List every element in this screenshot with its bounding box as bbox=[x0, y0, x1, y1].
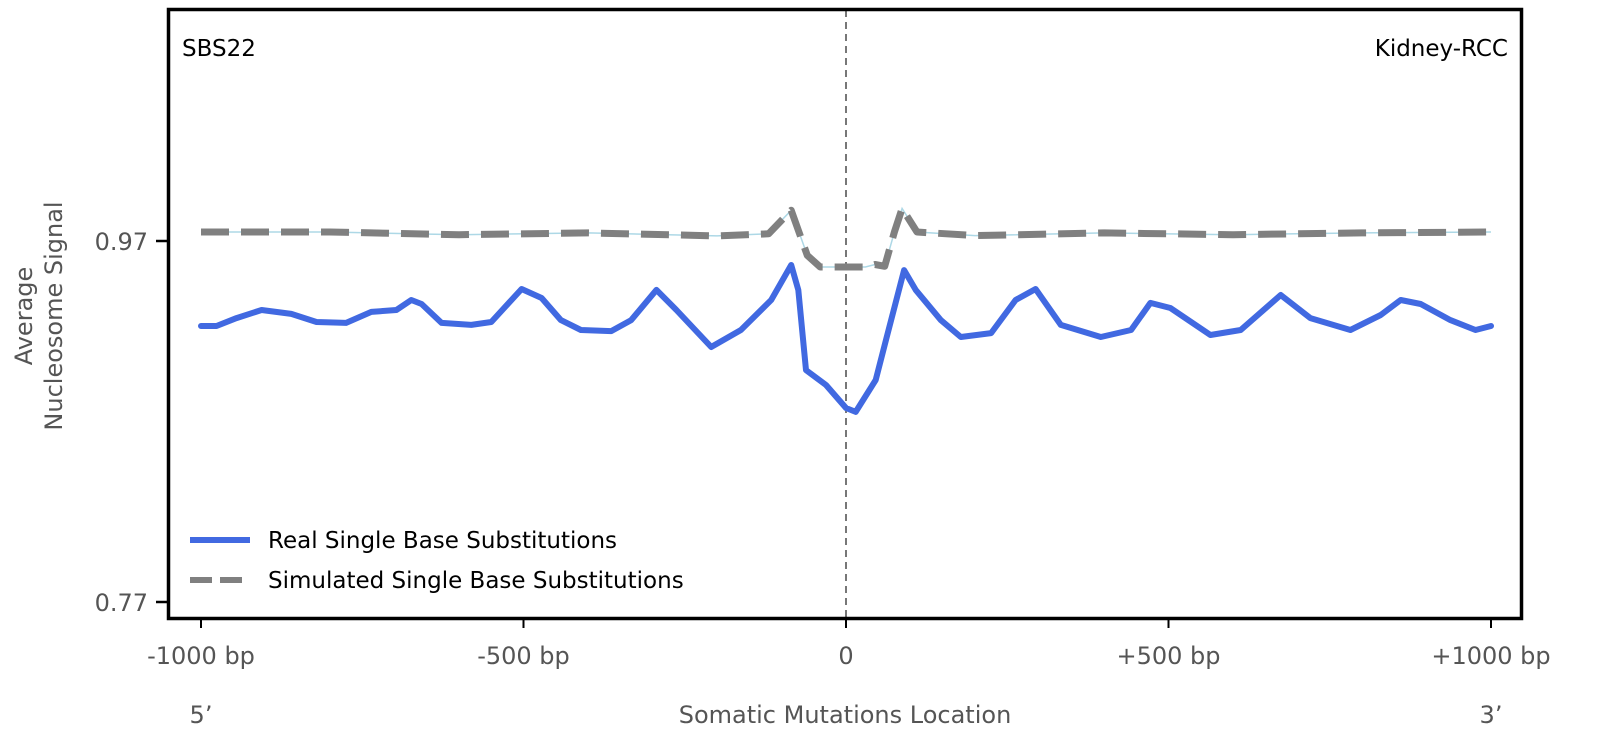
x-tick-label: +500 bp bbox=[1116, 642, 1220, 670]
plot-frame bbox=[166, 7, 1524, 621]
three-prime-label: 3’ bbox=[1480, 701, 1503, 729]
cancer-type-label: Kidney-RCC bbox=[1375, 36, 1508, 62]
x-tick-label: +1000 bp bbox=[1431, 642, 1550, 670]
x-tick-label: -500 bp bbox=[477, 642, 570, 670]
x-tick-label: -1000 bp bbox=[147, 642, 255, 670]
y-axis-label-line1: Average bbox=[10, 267, 38, 366]
y-axis-label-line2: Nucleosome Signal bbox=[40, 201, 68, 430]
signature-label: SBS22 bbox=[182, 36, 256, 62]
y-tick-label: 0.97 bbox=[95, 228, 148, 256]
legend: Real Single Base Substitutions Simulated… bbox=[190, 528, 684, 594]
y-axis: 0.97 0.77 bbox=[95, 228, 167, 617]
legend-simulated-label: Simulated Single Base Substitutions bbox=[268, 568, 684, 594]
x-tick-label: 0 bbox=[838, 642, 853, 670]
plot-marks bbox=[198, 10, 1494, 618]
legend-real-label: Real Single Base Substitutions bbox=[268, 528, 617, 554]
series-simulated-line bbox=[201, 205, 1492, 271]
series-real-line bbox=[198, 262, 1494, 415]
five-prime-label: 5’ bbox=[190, 701, 213, 729]
x-axis: -1000 bp -500 bp 0 +500 bp +1000 bp bbox=[147, 620, 1551, 670]
x-axis-label: Somatic Mutations Location bbox=[679, 701, 1012, 729]
y-tick-label: 0.77 bbox=[95, 589, 148, 617]
